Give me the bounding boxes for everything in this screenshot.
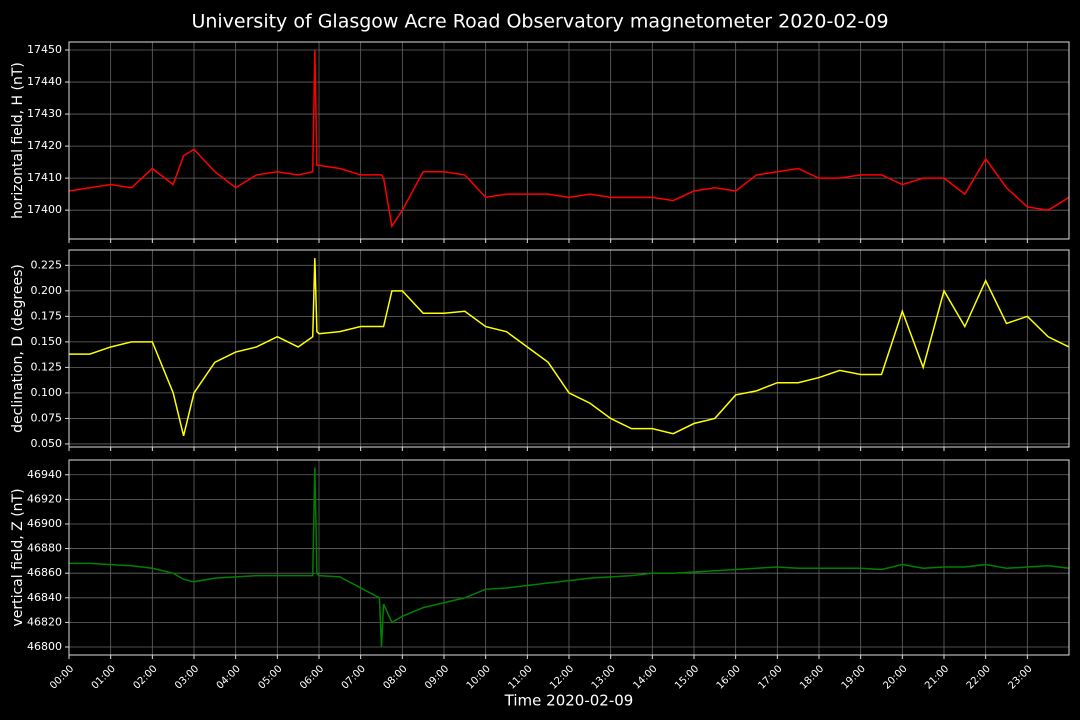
y-tick-label: 0.050 xyxy=(31,437,63,450)
y-tick-label: 0.075 xyxy=(31,411,63,424)
y-axis-label: horizontal field, H (nT) xyxy=(10,62,26,219)
y-tick-label: 17420 xyxy=(27,139,62,152)
plot-frame xyxy=(68,41,1070,240)
y-tick-label: 0.175 xyxy=(31,309,63,322)
y-axis-label: declination, D (degrees) xyxy=(10,264,26,433)
y-tick-label: 46940 xyxy=(27,468,62,481)
y-tick-label: 46820 xyxy=(27,615,62,628)
y-tick-label: 17400 xyxy=(27,203,62,216)
y-tick-label: 46860 xyxy=(27,566,62,579)
y-tick-label: 46900 xyxy=(27,517,62,530)
plot-frame xyxy=(68,249,1070,448)
plot-frame xyxy=(68,459,1070,656)
y-tick-label: 46880 xyxy=(27,542,62,555)
data-line xyxy=(69,467,1069,648)
y-tick-label: 17440 xyxy=(27,75,62,88)
y-tick-label: 17450 xyxy=(27,43,62,56)
chart-title: University of Glasgow Acre Road Observat… xyxy=(191,11,888,33)
y-tick-label: 0.125 xyxy=(31,360,63,373)
y-tick-label: 46840 xyxy=(27,591,62,604)
y-tick-label: 0.100 xyxy=(31,386,63,399)
x-axis-label: Time 2020-02-09 xyxy=(504,692,634,710)
y-tick-label: 0.150 xyxy=(31,335,63,348)
data-line xyxy=(69,49,1069,229)
y-tick-label: 0.225 xyxy=(31,258,63,271)
y-tick-label: 46800 xyxy=(27,640,62,653)
y-tick-label: 17410 xyxy=(27,171,62,184)
y-axis-label: vertical field, Z (nT) xyxy=(10,488,26,626)
y-tick-label: 17430 xyxy=(27,107,62,120)
y-tick-label: 0.200 xyxy=(31,284,63,297)
y-tick-label: 46920 xyxy=(27,492,62,505)
data-line xyxy=(69,258,1069,436)
